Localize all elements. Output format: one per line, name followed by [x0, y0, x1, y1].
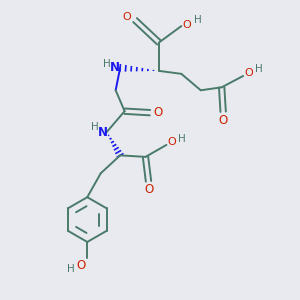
Text: H: H: [67, 264, 75, 274]
Text: O: O: [154, 106, 163, 119]
Text: O: O: [182, 20, 191, 30]
Text: H: H: [194, 14, 202, 25]
Text: H: H: [92, 122, 99, 132]
Text: O: O: [218, 114, 228, 127]
Text: O: O: [244, 68, 253, 78]
Text: H: H: [178, 134, 186, 144]
Text: H: H: [103, 59, 111, 69]
Text: O: O: [144, 183, 153, 196]
Text: O: O: [122, 12, 131, 22]
Text: N: N: [98, 126, 108, 139]
Text: N: N: [110, 61, 120, 74]
Text: O: O: [167, 137, 176, 147]
Text: O: O: [76, 259, 85, 272]
Text: H: H: [255, 64, 262, 74]
